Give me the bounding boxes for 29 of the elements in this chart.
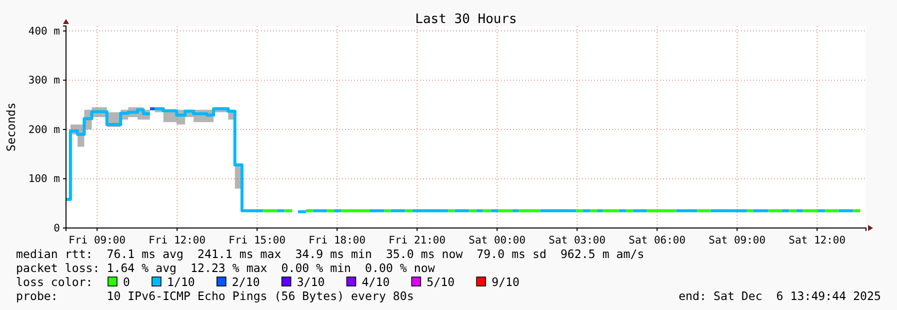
text: probe: 10 IPv6-ICMP Echo Pings (56 Bytes) every 80s: [16, 289, 414, 303]
y-tick-label: 100 m: [28, 173, 60, 186]
x-tick-label: Sat 06:00: [628, 234, 686, 246]
y-tick-label: 200 m: [28, 124, 60, 136]
x-tick-label: Fri 15:00: [228, 234, 286, 246]
x-tick-label: Sat 09:00: [708, 234, 766, 246]
x-tick-label: Fri 21:00: [388, 234, 446, 246]
x-tick-label: Fri 09:00: [68, 234, 126, 246]
y-tick-label: 0: [54, 222, 60, 234]
legend-label: 3/10: [296, 275, 325, 289]
legend-label: 1/10: [166, 275, 195, 289]
legend-label: 0: [123, 275, 130, 289]
legend-label: 4/10: [362, 275, 390, 289]
legend-title: loss color:: [16, 275, 93, 289]
x-tick-label: Sat 00:00: [468, 234, 526, 246]
x-tick-label: Sat 12:00: [788, 234, 846, 246]
y-tick-label: 400 m: [28, 25, 60, 38]
x-tick-label: Fri 12:00: [148, 234, 206, 246]
chart-title: Last 30 Hours: [415, 12, 517, 27]
text: packet loss: 1.64 % avg 12.23 % max 0.00 % min 0.00 % now: [16, 261, 435, 275]
y-tick-label: 300 m: [28, 74, 60, 87]
x-tick-label: Fri 18:00: [308, 234, 366, 246]
text: median rtt: 76.1 ms avg 241.1 ms max 34.9 ms min 35.0 ms now 79.0 ms sd 962.5 m am/s: [16, 247, 644, 261]
y-axis-title: Seconds: [4, 102, 18, 152]
legend-label: 5/10: [426, 275, 455, 289]
legend-label: 2/10: [232, 275, 260, 289]
text: end: Sat Dec 6 13:49:44 2025: [678, 289, 882, 303]
x-tick-label: Sat 03:00: [548, 234, 606, 246]
legend-label: 9/10: [492, 275, 520, 289]
